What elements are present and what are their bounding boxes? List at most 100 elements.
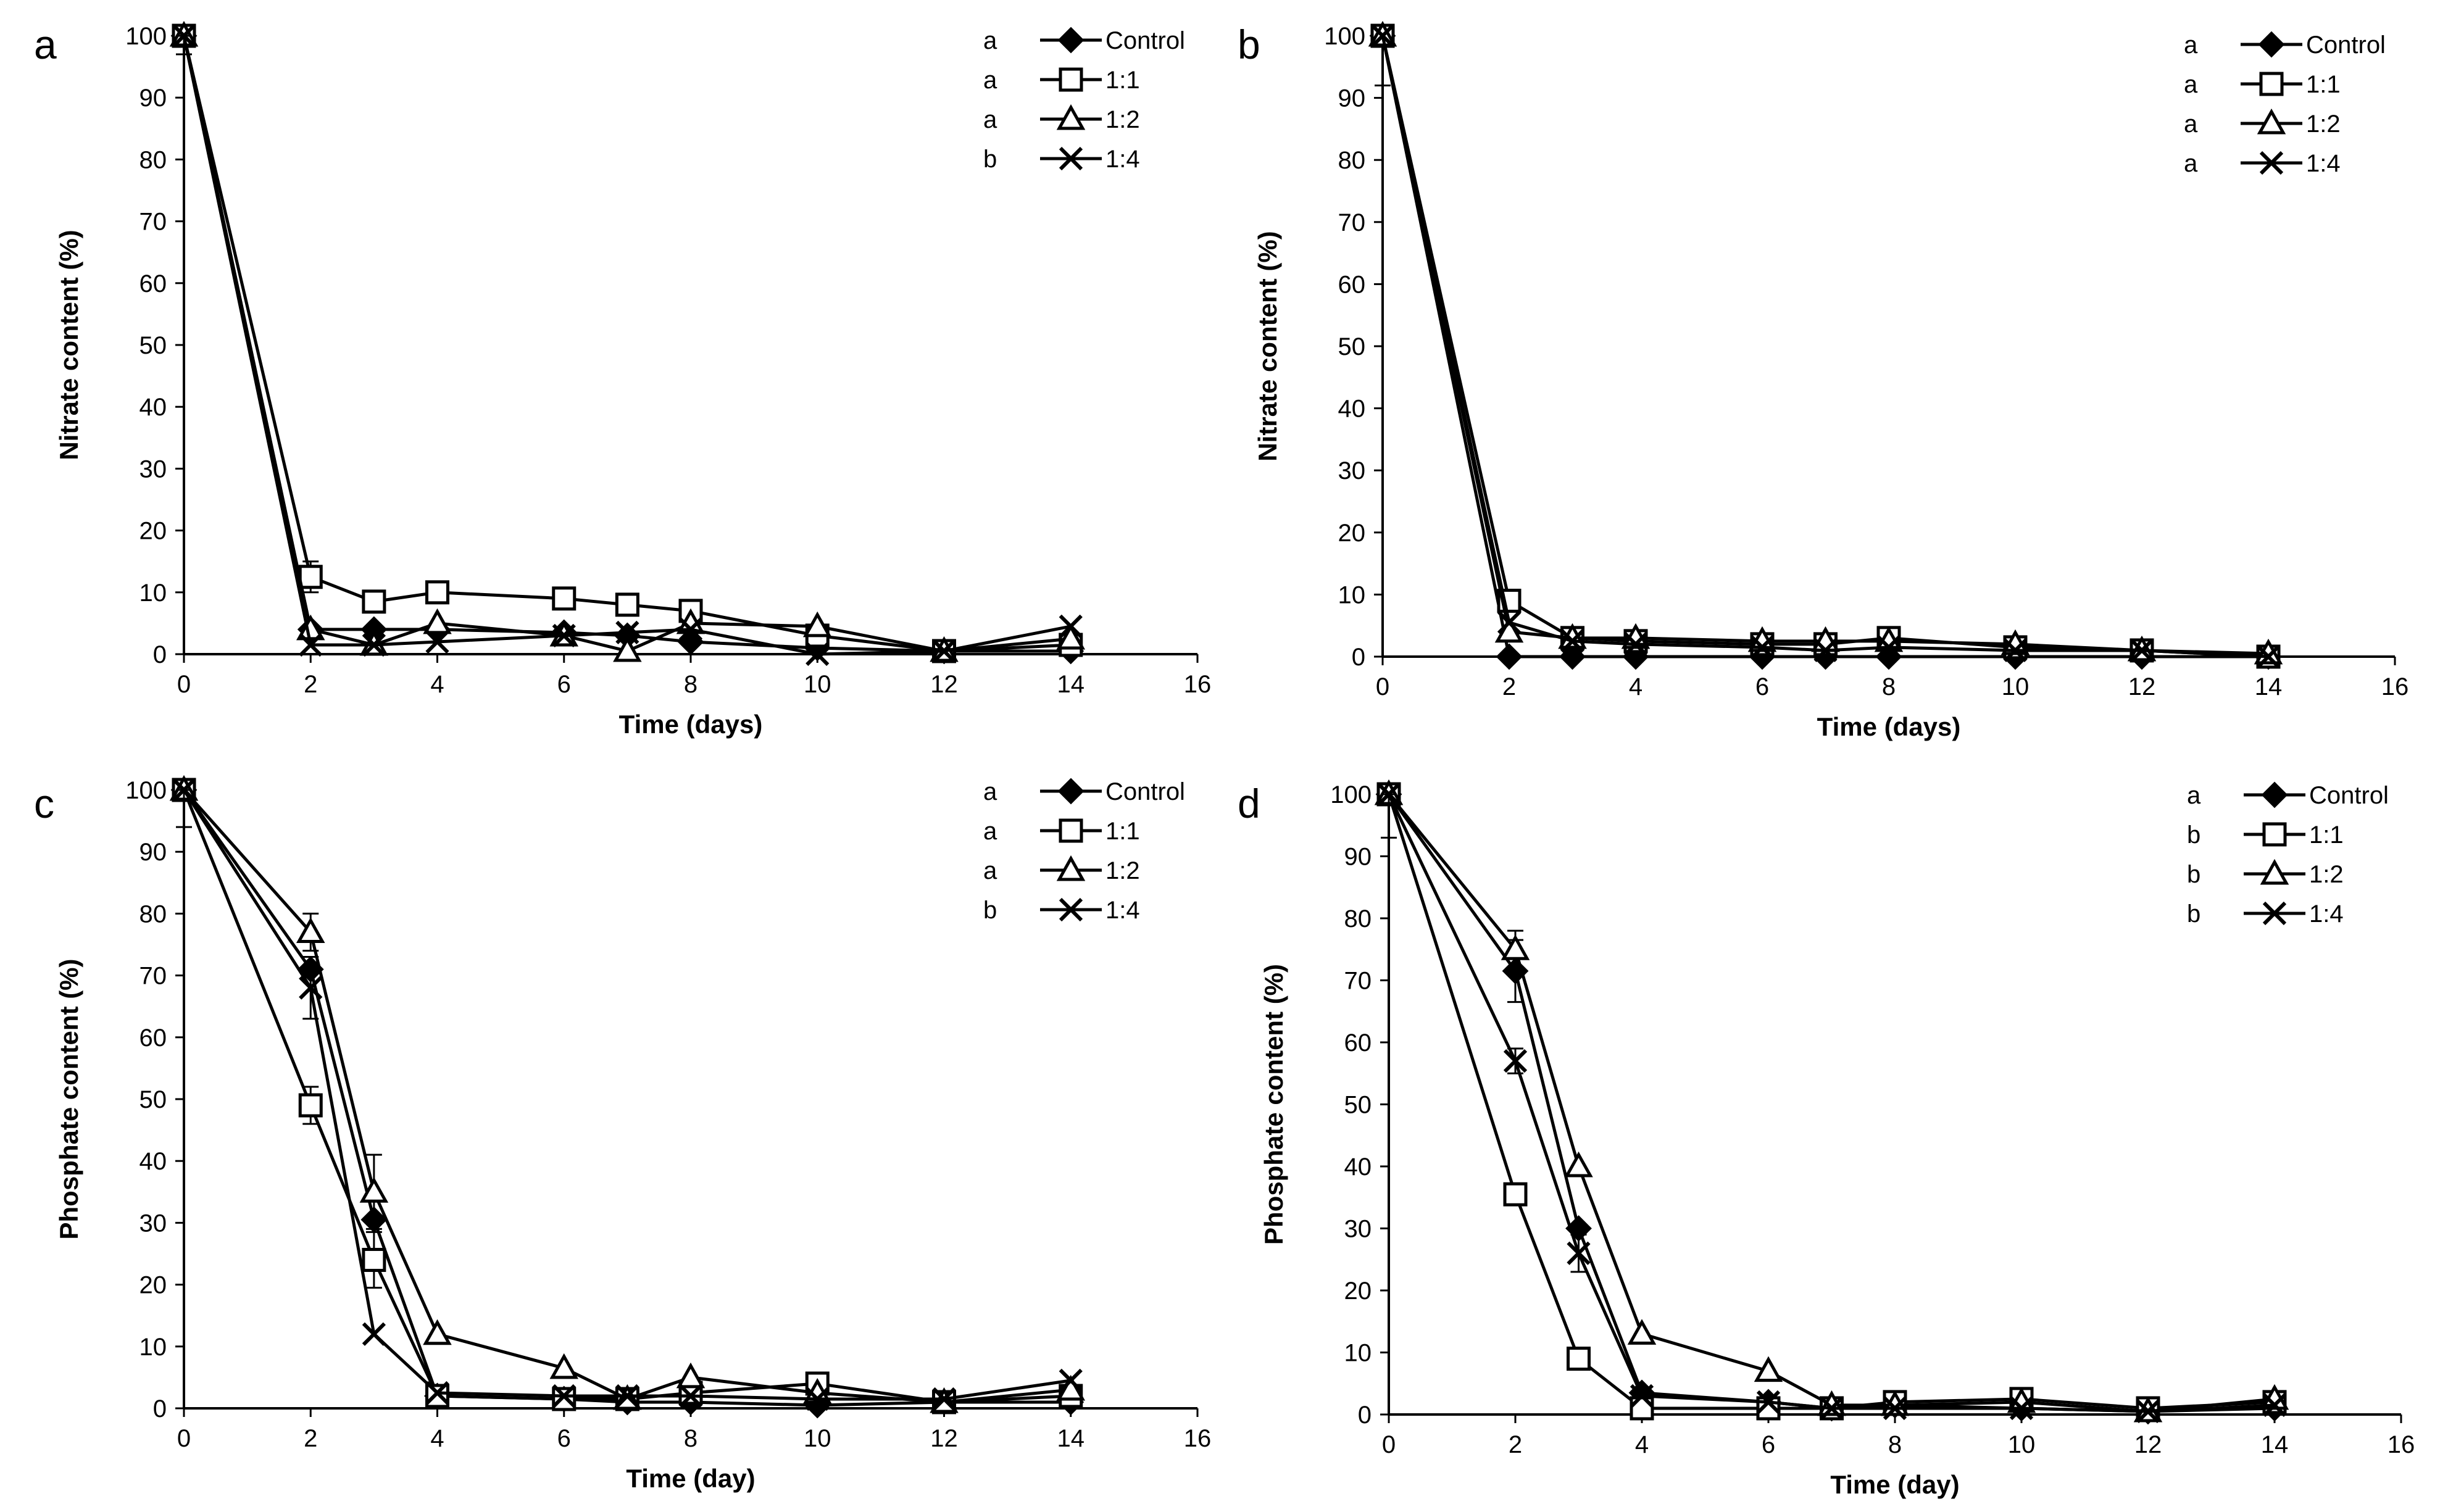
y-tick-label: 20	[139, 1272, 167, 1299]
data-point	[1630, 1384, 1654, 1408]
legend-label: Control	[1105, 778, 1185, 805]
y-tick-label: 90	[139, 839, 167, 866]
data-point	[1376, 782, 1401, 807]
legend-marker	[1059, 818, 1083, 843]
legend-significance-letter: b	[983, 897, 997, 924]
data-point	[678, 617, 703, 642]
x-tick-label: 6	[557, 1425, 571, 1452]
data-point	[298, 565, 323, 589]
x-tick-label: 2	[304, 671, 317, 698]
data-point	[1370, 23, 1395, 48]
x-tick-label: 0	[1376, 673, 1389, 700]
data-point	[552, 623, 576, 648]
data-point	[1056, 623, 1086, 650]
data-point	[425, 1384, 449, 1408]
series-1-4	[1370, 23, 2281, 669]
series-line	[182, 789, 1071, 1404]
x-tick-label: 6	[1755, 673, 1769, 700]
data-point	[1564, 1151, 1593, 1178]
series-control	[1369, 22, 2282, 670]
series-line	[182, 35, 1071, 653]
x-tick-label: 6	[1762, 1431, 1775, 1458]
x-tick-label: 8	[684, 1425, 697, 1452]
x-tick-label: 10	[2002, 673, 2030, 700]
data-point	[802, 611, 832, 638]
data-point	[1883, 1396, 1907, 1421]
panel-letter: c	[34, 781, 54, 826]
y-tick-label: 100	[125, 777, 167, 804]
data-point	[1754, 1356, 1783, 1382]
y-tick-label: 20	[1338, 520, 1366, 547]
legend-significance-letter: a	[2184, 71, 2198, 98]
y-tick-label: 30	[139, 1210, 167, 1237]
data-point	[2256, 644, 2281, 669]
data-point	[806, 642, 830, 667]
series-1-2	[1374, 779, 2289, 1423]
legend-marker	[1056, 104, 1086, 130]
data-point	[678, 1384, 703, 1408]
chart-panel-c: c 0 10 20 30 40 50 60 70 80 90 100 0 2 4 6 8 10 12 14 16 Time…	[34, 775, 1211, 1493]
y-tick-label: 0	[1352, 644, 1365, 671]
legend-significance-letter: b	[983, 146, 997, 173]
x-tick-label: 14	[2255, 673, 2283, 700]
data-point	[1559, 643, 1586, 670]
data-point	[1059, 1368, 1083, 1393]
series-line	[182, 35, 1071, 653]
legend-significance-letter: b	[2187, 900, 2200, 928]
data-point	[1876, 635, 1901, 660]
data-point	[1627, 1319, 1657, 1345]
legend-marker	[1057, 778, 1085, 805]
x-tick-label: 16	[1184, 671, 1212, 698]
data-point	[296, 917, 325, 943]
data-point	[1496, 643, 1523, 670]
data-point	[932, 639, 956, 663]
y-tick-label: 100	[1330, 781, 1372, 808]
legend-label: 1:1	[2306, 71, 2341, 98]
data-point	[615, 592, 639, 617]
y-tick-label: 90	[1338, 85, 1366, 112]
data-point	[172, 778, 196, 802]
data-point	[932, 1387, 956, 1411]
series-line	[1387, 793, 2275, 1413]
y-tick-label: 40	[139, 1148, 167, 1175]
series-line	[182, 35, 1071, 653]
y-tick-label: 30	[1338, 457, 1366, 484]
data-point	[1501, 934, 1530, 960]
legend-marker	[1059, 146, 1083, 171]
legend-significance-letter: a	[2184, 150, 2198, 177]
series-1-4	[172, 23, 1083, 667]
data-point	[552, 586, 577, 611]
x-axis-label: Time (days)	[1817, 712, 1961, 741]
data-point	[2003, 638, 2028, 663]
data-point	[1567, 1347, 1591, 1371]
y-tick-label: 100	[125, 23, 167, 50]
data-point	[298, 1093, 323, 1118]
x-tick-label: 12	[930, 1425, 958, 1452]
series-control	[1375, 781, 2288, 1425]
legend-label: 1:1	[2309, 821, 2344, 849]
x-tick-label: 10	[804, 1425, 831, 1452]
data-point	[1497, 610, 1522, 634]
legend-significance-letter: a	[983, 67, 997, 94]
legend-label: 1:2	[2306, 110, 2341, 138]
y-tick-label: 50	[139, 1086, 167, 1113]
x-tick-label: 14	[1057, 671, 1085, 698]
y-tick-label: 0	[153, 1395, 167, 1423]
legend-label: 1:2	[2309, 861, 2344, 888]
legend-marker	[2257, 108, 2286, 135]
data-point	[1820, 1396, 1844, 1421]
data-point	[425, 580, 449, 605]
x-tick-label: 6	[557, 671, 571, 698]
legend-marker	[1057, 27, 1085, 54]
x-axis-label: Time (days)	[619, 710, 763, 739]
legend-label: 1:4	[1105, 897, 1140, 924]
legend-marker	[2259, 151, 2284, 175]
data-point	[299, 976, 323, 1000]
series-1-4	[1376, 782, 2287, 1424]
legend: a Control b 1:1 b 1:2 b 1:4	[2187, 781, 2389, 928]
legend-significance-letter: a	[983, 778, 997, 805]
legend-significance-letter: a	[983, 818, 997, 845]
data-point	[552, 1387, 577, 1411]
panel-letter: a	[34, 22, 57, 67]
